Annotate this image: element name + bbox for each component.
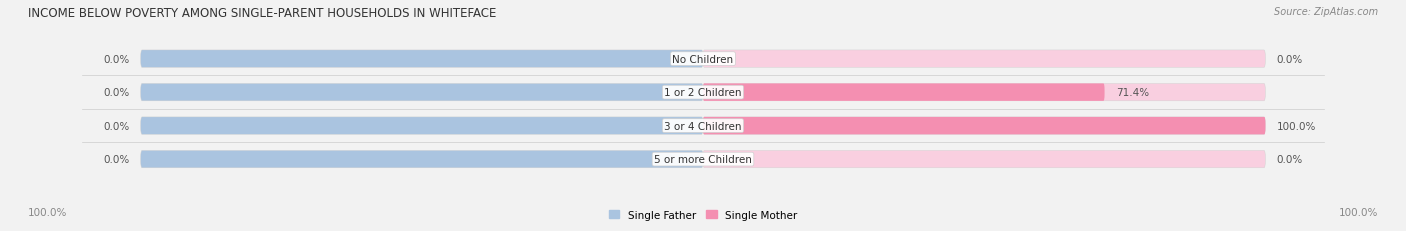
FancyBboxPatch shape [703,117,1265,135]
Text: 0.0%: 0.0% [103,155,129,164]
FancyBboxPatch shape [703,117,1265,135]
Text: 0.0%: 0.0% [1277,55,1303,64]
FancyBboxPatch shape [703,51,1265,68]
Text: No Children: No Children [672,55,734,64]
FancyBboxPatch shape [141,117,703,135]
FancyBboxPatch shape [703,84,1265,101]
Text: 0.0%: 0.0% [1277,155,1303,164]
FancyBboxPatch shape [141,84,703,101]
Text: INCOME BELOW POVERTY AMONG SINGLE-PARENT HOUSEHOLDS IN WHITEFACE: INCOME BELOW POVERTY AMONG SINGLE-PARENT… [28,7,496,20]
FancyBboxPatch shape [141,151,703,168]
Text: Source: ZipAtlas.com: Source: ZipAtlas.com [1274,7,1378,17]
Text: 100.0%: 100.0% [28,207,67,218]
Text: 3 or 4 Children: 3 or 4 Children [664,121,742,131]
FancyBboxPatch shape [703,84,1105,101]
Legend: Single Father, Single Mother: Single Father, Single Mother [609,210,797,220]
Text: 100.0%: 100.0% [1339,207,1378,218]
Text: 0.0%: 0.0% [103,88,129,98]
Text: 5 or more Children: 5 or more Children [654,155,752,164]
FancyBboxPatch shape [141,51,703,68]
Text: 71.4%: 71.4% [1116,88,1149,98]
Text: 0.0%: 0.0% [103,55,129,64]
Text: 100.0%: 100.0% [1277,121,1316,131]
FancyBboxPatch shape [703,151,1265,168]
Text: 0.0%: 0.0% [103,121,129,131]
Text: 1 or 2 Children: 1 or 2 Children [664,88,742,98]
